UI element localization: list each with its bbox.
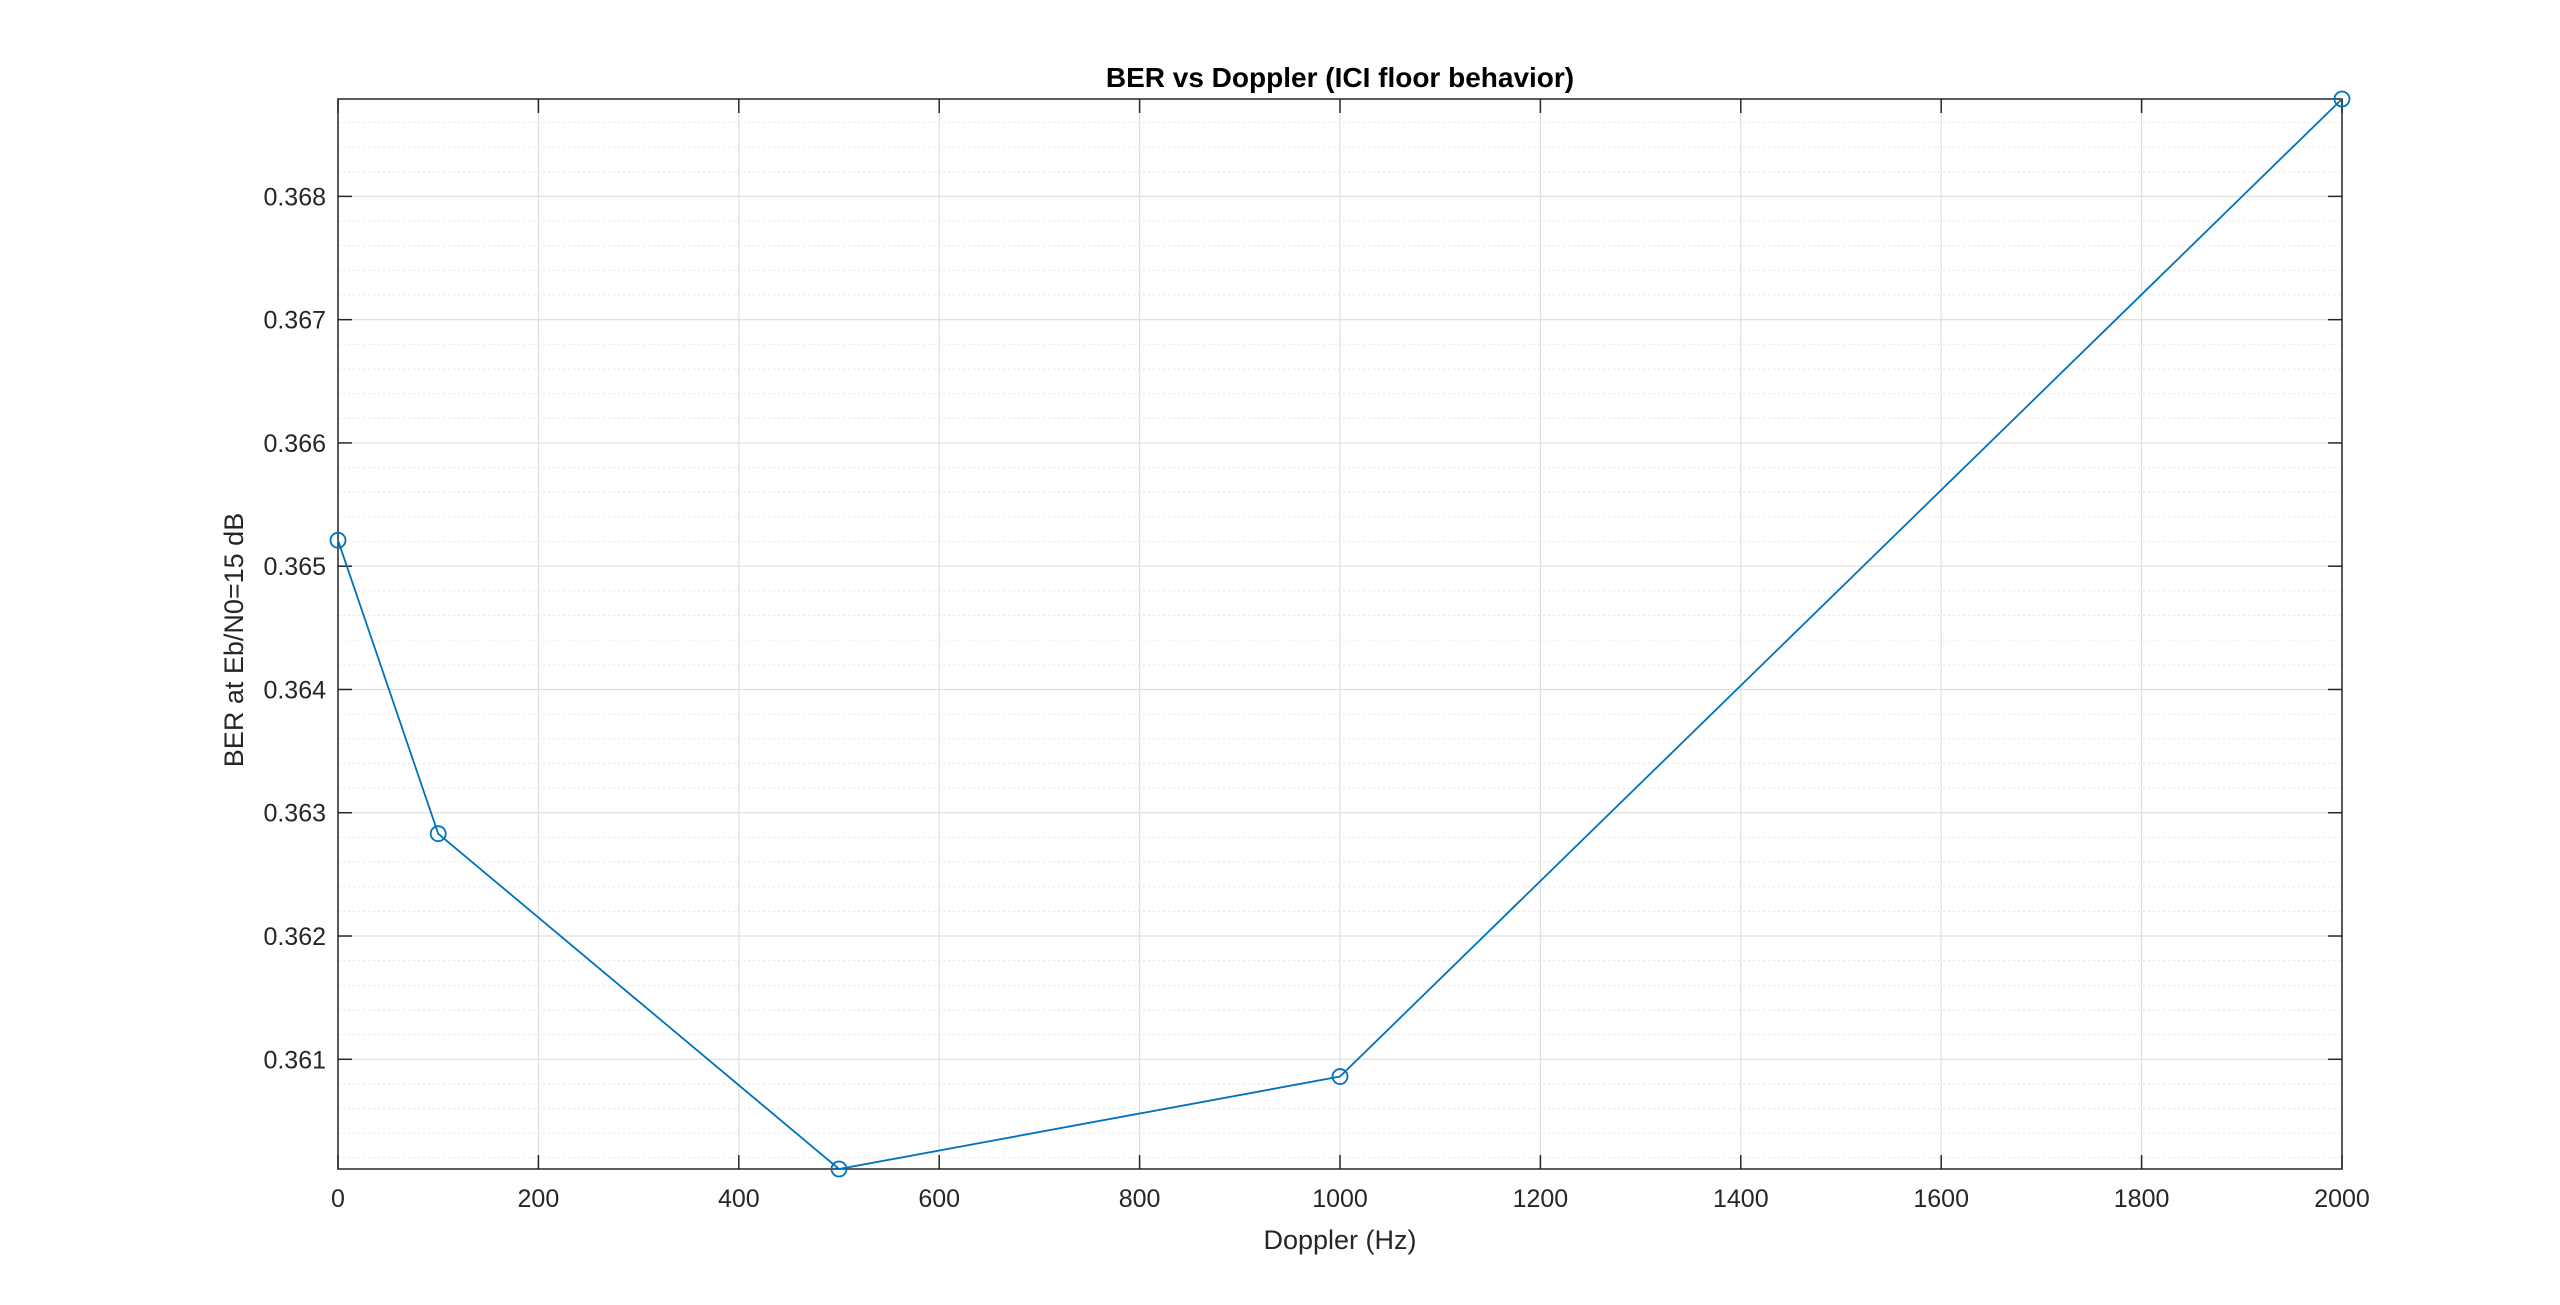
x-tick-label: 1200 (1513, 1185, 1569, 1213)
x-tick-label: 0 (331, 1185, 345, 1213)
x-axis-label: Doppler (Hz) (1263, 1225, 1416, 1255)
y-tick-label: 0.363 (263, 800, 326, 828)
x-tick-label: 1000 (1312, 1185, 1368, 1213)
series-line (337, 98, 2343, 1170)
data-point-marker (1331, 1068, 1349, 1085)
y-tick-label: 0.366 (263, 430, 326, 458)
y-tick-label: 0.367 (263, 307, 326, 335)
x-tick-label: 200 (518, 1185, 560, 1213)
x-tick-label: 400 (718, 1185, 760, 1213)
chart-title: BER vs Doppler (ICI floor behavior) (1106, 62, 1574, 93)
y-axis-label: BER at Eb/N0=15 dB (219, 513, 249, 767)
x-tick-label: 2000 (2314, 1185, 2370, 1213)
y-tick-label: 0.361 (263, 1046, 326, 1074)
x-tick-label: 800 (1119, 1185, 1161, 1213)
y-tick-label: 0.368 (263, 183, 326, 211)
y-tick-label: 0.365 (263, 553, 326, 581)
x-tick-label: 1600 (1913, 1185, 1969, 1213)
data-point-marker (830, 1160, 848, 1178)
y-tick-label: 0.362 (263, 923, 326, 951)
x-tick-label: 1400 (1713, 1185, 1769, 1213)
axes-layer: 0 200 400 600 800 1000 1200 1400 1600 1800 2000 0.3… (263, 98, 2370, 1213)
grid-layer (337, 99, 2343, 1169)
data-layer (329, 90, 2351, 1178)
x-tick-label: 600 (918, 1185, 960, 1213)
x-tick-label: 1800 (2114, 1185, 2170, 1213)
data-point-marker (329, 531, 347, 549)
data-point-marker (429, 825, 447, 843)
y-tick-label: 0.364 (263, 676, 326, 704)
data-point-marker (2333, 90, 2351, 108)
